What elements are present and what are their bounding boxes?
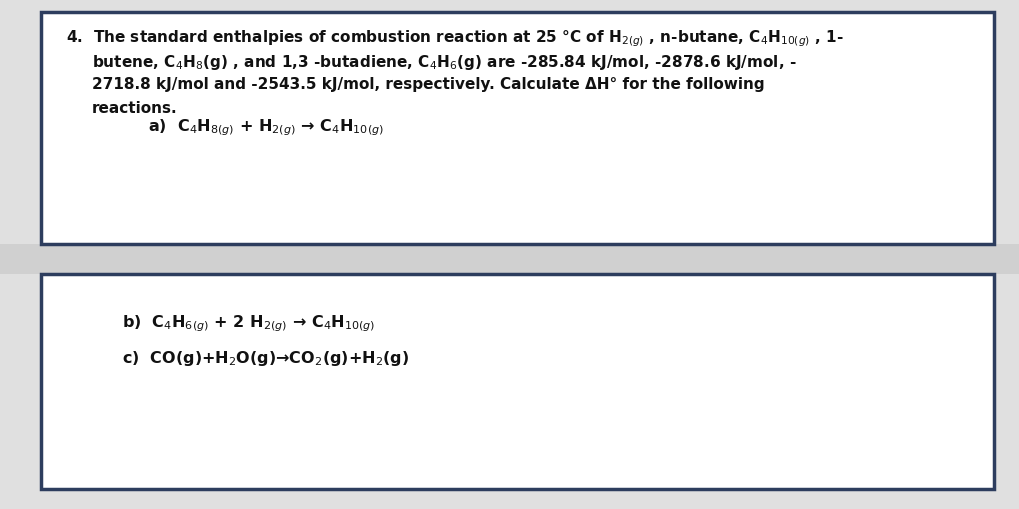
Text: a)  C$_4$H$_{8(g)}$ + H$_{2(g)}$ → C$_4$H$_{10(g)}$: a) C$_4$H$_{8(g)}$ + H$_{2(g)}$ → C$_4$H… bbox=[148, 117, 383, 137]
Text: 4.  The standard enthalpies of combustion reaction at 25 °C of H$_{2(g)}$ , n-bu: 4. The standard enthalpies of combustion… bbox=[66, 28, 844, 48]
FancyBboxPatch shape bbox=[41, 275, 994, 489]
Text: butene, C$_4$H$_8$(g) , and 1,3 -butadiene, C$_4$H$_6$(g) are -285.84 kJ/mol, -2: butene, C$_4$H$_8$(g) , and 1,3 -butadie… bbox=[92, 52, 796, 71]
Text: b)  C$_4$H$_{6(g)}$ + 2 H$_{2(g)}$ → C$_4$H$_{10(g)}$: b) C$_4$H$_{6(g)}$ + 2 H$_{2(g)}$ → C$_4… bbox=[122, 313, 375, 333]
FancyBboxPatch shape bbox=[41, 13, 994, 244]
Text: 2718.8 kJ/mol and -2543.5 kJ/mol, respectively. Calculate ΔH° for the following: 2718.8 kJ/mol and -2543.5 kJ/mol, respec… bbox=[92, 77, 763, 92]
Bar bbox=[0, 244, 1019, 275]
Text: c)  CO(g)+H$_2$O(g)→CO$_2$(g)+H$_2$(g): c) CO(g)+H$_2$O(g)→CO$_2$(g)+H$_2$(g) bbox=[122, 349, 410, 367]
Text: reactions.: reactions. bbox=[92, 101, 177, 116]
